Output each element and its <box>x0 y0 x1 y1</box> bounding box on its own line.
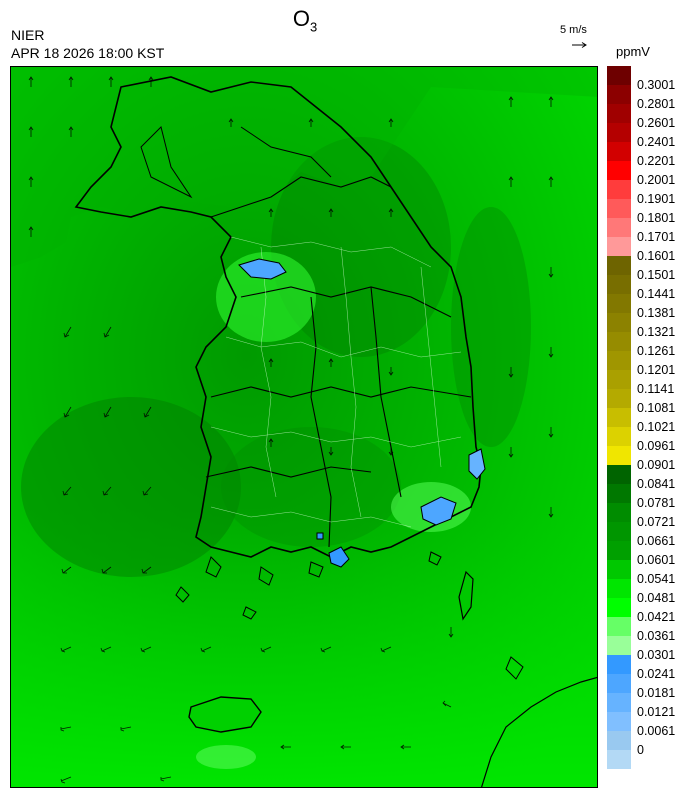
colorbar-swatch <box>607 655 631 675</box>
colorbar-tick-label: 0.1501 <box>637 268 676 282</box>
colorbar-tick-label: 0.3001 <box>637 78 676 92</box>
colorbar-tick-label: 0.1201 <box>637 363 676 377</box>
colorbar-tick-label: 0.0421 <box>637 610 676 624</box>
colorbar-swatch <box>607 408 631 428</box>
colorbar-swatch <box>607 541 631 561</box>
colorbar-tick-label: 0.2601 <box>637 116 676 130</box>
colorbar-tick-label: 0.2801 <box>637 97 676 111</box>
colorbar-swatch <box>607 85 631 105</box>
wind-scale-arrow-icon <box>572 42 587 48</box>
unit-label: ppmV <box>616 44 650 59</box>
colorbar-swatch <box>607 104 631 124</box>
concentration-colorbar <box>607 66 631 769</box>
forecast-datetime: APR 18 2026 18:00 KST <box>11 45 165 61</box>
colorbar-swatch <box>607 750 631 769</box>
colorbar-tick-label: 0.0601 <box>637 553 676 567</box>
colorbar-swatch <box>607 522 631 542</box>
colorbar-tick-label: 0.0901 <box>637 458 676 472</box>
colorbar-swatch <box>607 579 631 599</box>
colorbar-swatch <box>607 218 631 238</box>
colorbar-tick-label: 0.2401 <box>637 135 676 149</box>
colorbar-tick-label: 0.1701 <box>637 230 676 244</box>
colorbar-swatch <box>607 427 631 447</box>
ozone-concentration-map <box>10 66 598 788</box>
colorbar-swatch <box>607 389 631 409</box>
colorbar-labels: 0.3001 0.2801 0.2601 0.2401 0.2201 0.2001 0.19… <box>637 66 691 782</box>
colorbar-tick-label: 0.1441 <box>637 287 676 301</box>
colorbar-tick-label: 0.0721 <box>637 515 676 529</box>
colorbar-tick-label: 0.0301 <box>637 648 676 662</box>
colorbar-tick-label: 0.0541 <box>637 572 676 586</box>
colorbar-swatch <box>607 674 631 694</box>
colorbar-swatch <box>607 66 631 86</box>
colorbar-tick-label: 0.1801 <box>637 211 676 225</box>
colorbar-swatch <box>607 142 631 162</box>
colorbar-swatch <box>607 294 631 314</box>
colorbar-tick-label: 0.0241 <box>637 667 676 681</box>
colorbar-swatch <box>607 503 631 523</box>
colorbar-swatch <box>607 617 631 637</box>
colorbar-swatch <box>607 484 631 504</box>
colorbar-swatch <box>607 199 631 219</box>
colorbar-tick-label: 0.0841 <box>637 477 676 491</box>
species-name: O <box>292 6 310 31</box>
wind-scale-label: 5 m/s <box>560 24 587 36</box>
map-canvas <box>11 67 597 787</box>
colorbar-swatch <box>607 332 631 352</box>
colorbar-swatch <box>607 256 631 276</box>
colorbar-tick-label: 0.0661 <box>637 534 676 548</box>
colorbar-swatch <box>607 161 631 181</box>
colorbar-swatch <box>607 693 631 713</box>
colorbar-swatch <box>607 351 631 371</box>
colorbar-swatch <box>607 598 631 618</box>
colorbar-swatch <box>607 560 631 580</box>
colorbar-tick-label: 0.0181 <box>637 686 676 700</box>
colorbar-swatch <box>607 313 631 333</box>
colorbar-tick-label: 0.1021 <box>637 420 676 434</box>
colorbar-swatch <box>607 370 631 390</box>
agency-label: NIER <box>11 27 45 43</box>
colorbar-tick-label: 0.1081 <box>637 401 676 415</box>
colorbar-tick-label: 0.0961 <box>637 439 676 453</box>
colorbar-tick-label: 0.1601 <box>637 249 676 263</box>
colorbar-swatch <box>607 465 631 485</box>
colorbar-swatch <box>607 237 631 257</box>
colorbar-swatch <box>607 712 631 732</box>
colorbar-tick-label: 0.1261 <box>637 344 676 358</box>
colorbar-tick-label: 0.0361 <box>637 629 676 643</box>
species-subscript: 3 <box>309 19 318 35</box>
colorbar-swatch <box>607 123 631 143</box>
colorbar-tick-label: 0.1321 <box>637 325 676 339</box>
colorbar-tick-label: 0.1901 <box>637 192 676 206</box>
colorbar-tick-label: 0.0121 <box>637 705 676 719</box>
map-title: O3 <box>0 6 610 34</box>
colorbar-swatch <box>607 180 631 200</box>
colorbar-tick-label: 0.2001 <box>637 173 676 187</box>
colorbar-tick-label: 0.0781 <box>637 496 676 510</box>
colorbar-swatch <box>607 636 631 656</box>
colorbar-swatch <box>607 731 631 751</box>
colorbar-tick-label: 0.1141 <box>637 382 675 396</box>
colorbar-tick-label: 0.0061 <box>637 724 676 738</box>
colorbar-tick-label: 0.0481 <box>637 591 676 605</box>
colorbar-tick-label: 0 <box>637 743 644 757</box>
colorbar-tick-label: 0.2201 <box>637 154 676 168</box>
colorbar-swatch <box>607 275 631 295</box>
colorbar-tick-label: 0.1381 <box>637 306 676 320</box>
colorbar-swatch <box>607 446 631 466</box>
